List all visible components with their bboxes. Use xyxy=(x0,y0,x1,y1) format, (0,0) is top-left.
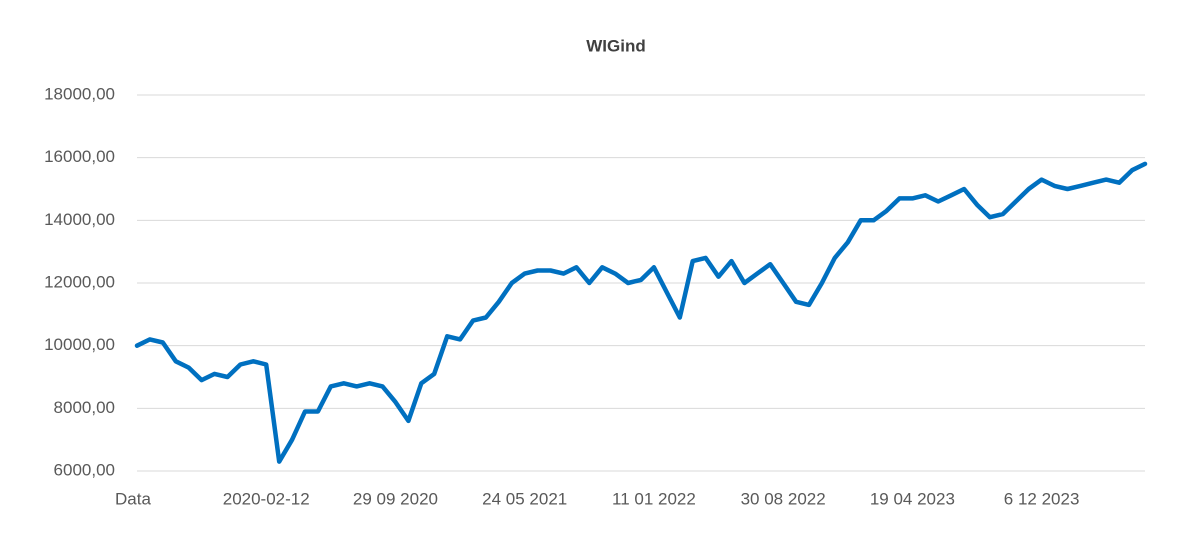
y-tick-label: 8000,00 xyxy=(54,398,115,417)
y-tick-label: 16000,00 xyxy=(44,147,115,166)
x-tick-label: 29 09 2020 xyxy=(353,489,438,508)
y-tick-label: 18000,00 xyxy=(44,84,115,103)
y-tick-label: 6000,00 xyxy=(54,460,115,479)
x-tick-label: 6 12 2023 xyxy=(1004,489,1080,508)
x-tick-label: 24 05 2021 xyxy=(482,489,567,508)
y-tick-label: 14000,00 xyxy=(44,210,115,229)
x-tick-label: 11 01 2022 xyxy=(612,489,696,508)
x-tick-label: 19 04 2023 xyxy=(870,489,955,508)
x-tick-label: Data xyxy=(115,489,151,508)
y-tick-label: 10000,00 xyxy=(44,335,115,354)
chart-title: WIGind xyxy=(586,36,645,55)
x-tick-label: 2020-02-12 xyxy=(223,489,310,508)
x-tick-label: 30 08 2022 xyxy=(741,489,826,508)
line-series xyxy=(134,161,1148,464)
y-tick-label: 12000,00 xyxy=(44,272,115,291)
